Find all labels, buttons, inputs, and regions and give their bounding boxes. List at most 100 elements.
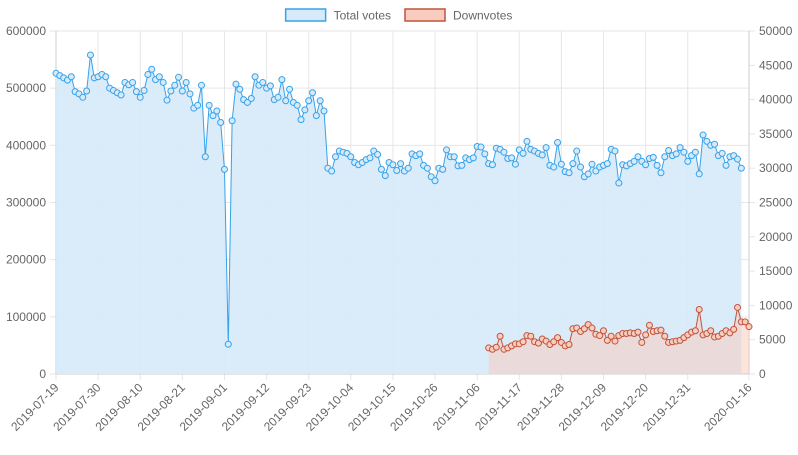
downvotes-point[interactable] (554, 334, 562, 342)
downvotes-point[interactable] (691, 327, 699, 335)
total-point[interactable] (577, 163, 585, 171)
legend-swatch-downvotes[interactable] (404, 8, 446, 22)
total-point[interactable] (309, 89, 317, 97)
total-point[interactable] (569, 160, 577, 168)
total-point[interactable] (676, 144, 684, 152)
total-point[interactable] (634, 153, 642, 161)
total-point[interactable] (488, 161, 496, 169)
total-point[interactable] (377, 165, 385, 173)
total-point[interactable] (320, 107, 328, 115)
total-point[interactable] (167, 87, 175, 95)
total-point[interactable] (159, 78, 167, 86)
total-point[interactable] (469, 154, 477, 162)
downvotes-point[interactable] (550, 338, 558, 346)
total-point[interactable] (565, 169, 573, 177)
legend-label-total[interactable]: Total votes (334, 9, 391, 23)
total-point[interactable] (251, 73, 259, 81)
total-point[interactable] (301, 106, 309, 114)
downvotes-point[interactable] (657, 326, 665, 334)
total-point[interactable] (477, 143, 485, 151)
downvotes-point[interactable] (534, 339, 542, 347)
total-point[interactable] (209, 112, 217, 120)
total-point[interactable] (347, 153, 355, 161)
total-point[interactable] (695, 170, 703, 178)
downvotes-point[interactable] (645, 321, 653, 329)
downvotes-point[interactable] (634, 328, 642, 336)
total-point[interactable] (680, 148, 688, 156)
total-point[interactable] (163, 96, 171, 104)
total-point[interactable] (129, 78, 137, 86)
downvotes-point[interactable] (642, 331, 650, 339)
total-point[interactable] (286, 85, 294, 93)
total-point[interactable] (500, 148, 508, 156)
total-point[interactable] (220, 165, 228, 173)
total-point[interactable] (737, 164, 745, 172)
downvotes-point[interactable] (600, 327, 608, 335)
total-point[interactable] (374, 150, 382, 158)
downvotes-point[interactable] (596, 332, 604, 340)
total-point[interactable] (136, 93, 144, 101)
total-point[interactable] (538, 151, 546, 159)
total-point[interactable] (630, 157, 638, 165)
downvotes-point[interactable] (707, 327, 715, 335)
total-point[interactable] (102, 73, 110, 81)
total-point[interactable] (431, 177, 439, 185)
total-point[interactable] (178, 87, 186, 95)
total-point[interactable] (171, 81, 179, 89)
legend-label-downvotes[interactable]: Downvotes (453, 9, 512, 23)
total-point[interactable] (508, 154, 516, 162)
total-point[interactable] (194, 101, 202, 109)
total-point[interactable] (224, 340, 232, 348)
total-point[interactable] (649, 153, 657, 161)
total-point[interactable] (711, 140, 719, 148)
total-point[interactable] (366, 154, 374, 162)
total-point[interactable] (274, 93, 282, 101)
total-point[interactable] (297, 116, 305, 124)
total-point[interactable] (573, 147, 581, 155)
total-point[interactable] (393, 166, 401, 174)
downvotes-point[interactable] (661, 332, 669, 340)
total-point[interactable] (642, 161, 650, 169)
total-point[interactable] (79, 93, 87, 101)
downvotes-point[interactable] (565, 341, 573, 348)
downvotes-point[interactable] (496, 332, 504, 340)
total-point[interactable] (699, 131, 707, 139)
total-point[interactable] (523, 137, 531, 145)
total-point[interactable] (144, 70, 152, 78)
total-point[interactable] (148, 65, 156, 73)
downvotes-point[interactable] (695, 306, 703, 314)
total-point[interactable] (213, 107, 221, 115)
legend-swatch-total[interactable] (284, 8, 327, 22)
total-point[interactable] (404, 164, 412, 172)
total-point[interactable] (672, 150, 680, 158)
total-point[interactable] (397, 160, 405, 168)
total-point[interactable] (458, 161, 466, 169)
total-point[interactable] (247, 94, 255, 102)
total-point[interactable] (328, 167, 336, 175)
total-point[interactable] (266, 82, 274, 90)
total-point[interactable] (657, 169, 665, 177)
total-point[interactable] (228, 117, 236, 125)
total-point[interactable] (611, 147, 619, 155)
downvotes-point[interactable] (527, 332, 535, 340)
total-point[interactable] (140, 86, 148, 94)
total-point[interactable] (416, 150, 424, 158)
total-point[interactable] (691, 148, 699, 156)
total-point[interactable] (236, 85, 244, 93)
total-point[interactable] (186, 90, 194, 98)
downvotes-point[interactable] (492, 343, 500, 351)
total-point[interactable] (175, 73, 183, 81)
total-point[interactable] (661, 153, 669, 161)
total-point[interactable] (718, 149, 726, 157)
total-point[interactable] (332, 153, 339, 161)
total-point[interactable] (588, 160, 596, 168)
downvotes-point[interactable] (730, 325, 738, 333)
total-point[interactable] (86, 51, 94, 59)
total-point[interactable] (423, 164, 431, 172)
total-point[interactable] (684, 157, 692, 165)
downvotes-point[interactable] (588, 324, 596, 332)
downvotes-point[interactable] (607, 332, 615, 340)
total-point[interactable] (305, 97, 313, 105)
total-point[interactable] (182, 78, 190, 86)
total-point[interactable] (542, 144, 550, 152)
